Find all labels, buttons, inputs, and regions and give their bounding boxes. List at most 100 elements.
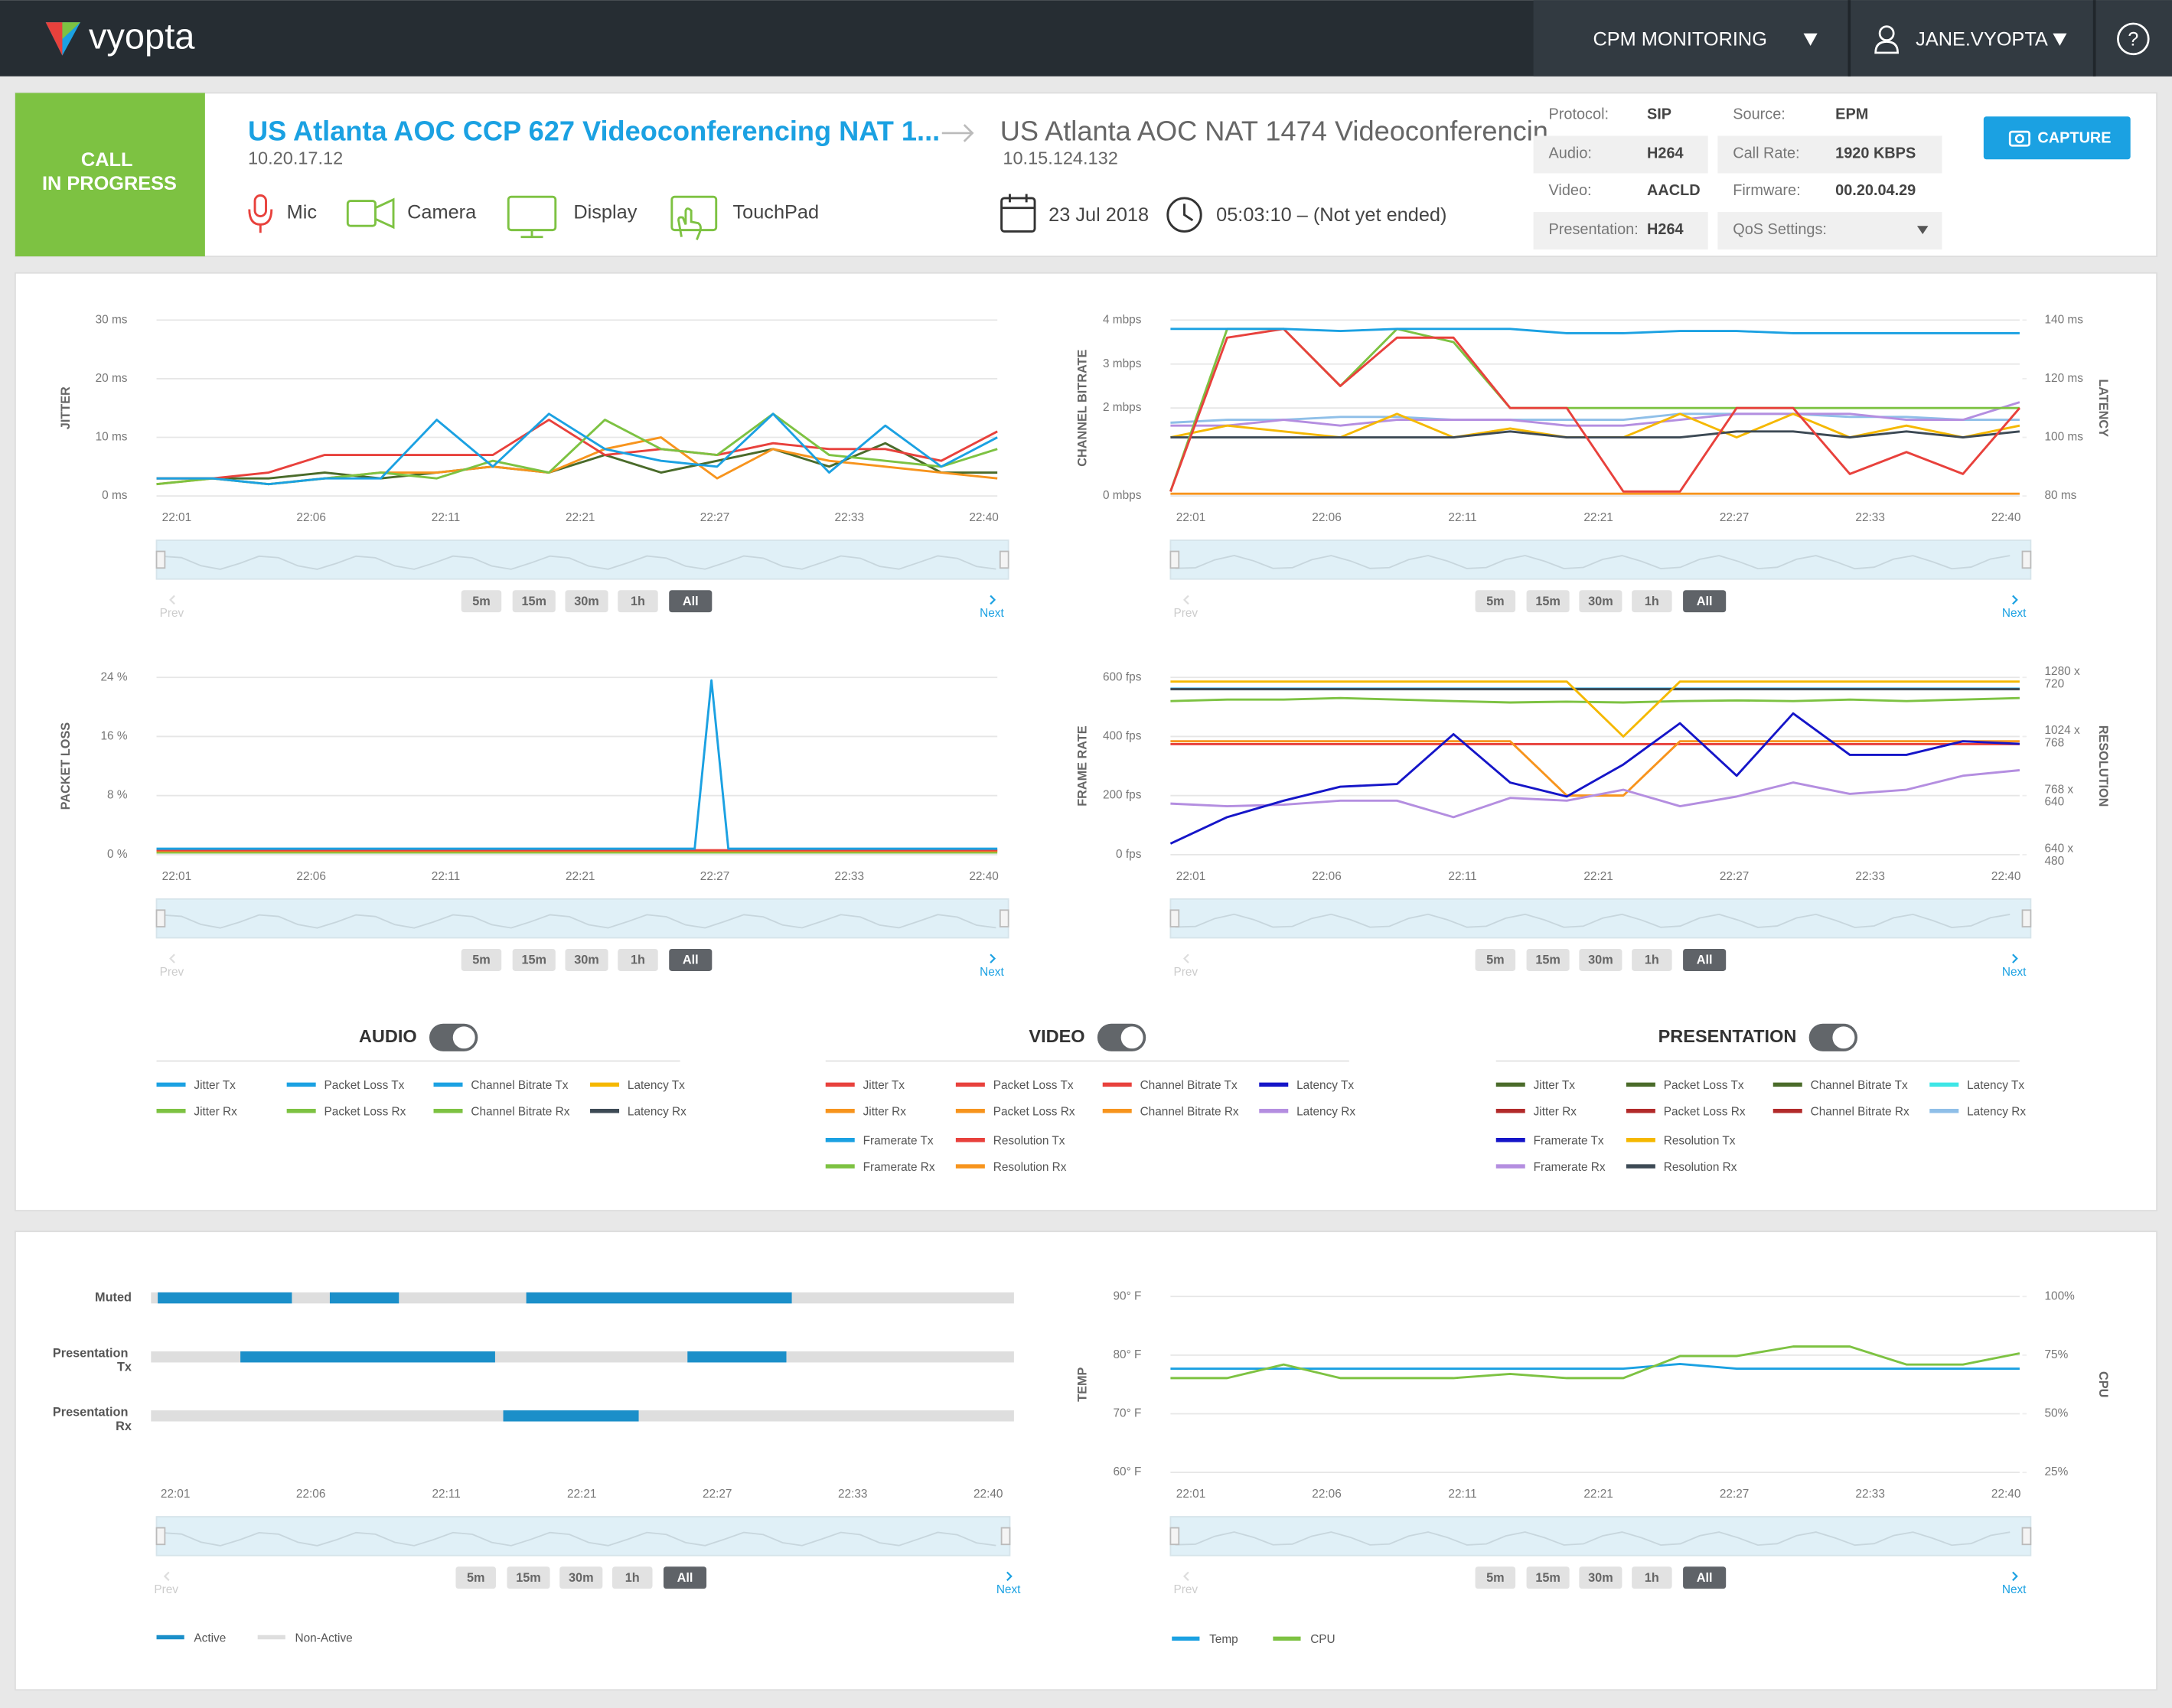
legend-label[interactable]: Channel Bitrate Tx xyxy=(471,1079,568,1092)
range-button-label[interactable]: All xyxy=(1697,953,1713,967)
range-button-label[interactable]: 15m xyxy=(1535,1571,1561,1585)
prev-link[interactable]: Prev xyxy=(160,966,184,979)
navigator-handle[interactable] xyxy=(1169,550,1180,569)
range-button[interactable] xyxy=(1475,590,1516,613)
range-button-label[interactable]: 15m xyxy=(521,595,546,608)
range-button[interactable] xyxy=(1526,590,1570,613)
next-link[interactable]: Next xyxy=(2002,966,2027,979)
navigator-handle[interactable] xyxy=(1169,1527,1180,1546)
help-icon[interactable] xyxy=(2117,22,2150,56)
range-button-label[interactable]: 1h xyxy=(631,953,645,967)
legend-label[interactable]: Channel Bitrate Tx xyxy=(1140,1079,1238,1092)
legend-label[interactable]: Resolution Tx xyxy=(1664,1135,1736,1148)
next-link[interactable]: Next xyxy=(980,966,1004,979)
prev-chevron[interactable] xyxy=(169,953,175,963)
range-button[interactable] xyxy=(669,948,713,971)
range-button-label[interactable]: 30m xyxy=(1588,953,1613,967)
range-button-label[interactable]: 30m xyxy=(574,595,599,608)
range-button-label[interactable]: 5m xyxy=(472,595,491,608)
prev-chevron[interactable] xyxy=(1182,953,1189,963)
range-button[interactable] xyxy=(618,948,658,971)
navigator[interactable] xyxy=(155,1516,1011,1556)
range-button-label[interactable]: All xyxy=(1697,595,1713,608)
legend-label[interactable]: Latency Tx xyxy=(628,1079,685,1092)
next-chevron[interactable] xyxy=(2012,1571,2018,1582)
navigator-handle[interactable] xyxy=(2021,550,2032,569)
prev-chevron[interactable] xyxy=(1182,595,1189,605)
legend-label[interactable]: Packet Loss Tx xyxy=(993,1079,1074,1092)
range-button[interactable] xyxy=(1475,1566,1516,1589)
next-chevron[interactable] xyxy=(990,595,996,605)
range-button-label[interactable]: 1h xyxy=(1645,1571,1659,1585)
prev-link[interactable]: Prev xyxy=(1174,966,1199,979)
range-button[interactable] xyxy=(1475,948,1516,971)
next-chevron[interactable] xyxy=(1006,1571,1013,1582)
range-button-label[interactable]: 15m xyxy=(1535,953,1561,967)
legend-label[interactable]: Channel Bitrate Rx xyxy=(471,1106,569,1119)
legend-label[interactable]: Resolution Rx xyxy=(1664,1161,1737,1174)
legend-label[interactable]: Channel Bitrate Rx xyxy=(1140,1106,1239,1119)
range-button-label[interactable]: All xyxy=(677,1571,693,1585)
range-button-label[interactable]: 1h xyxy=(1645,953,1659,967)
prev-chevron[interactable] xyxy=(1182,1571,1189,1582)
legend-label[interactable]: Channel Bitrate Rx xyxy=(1811,1106,1909,1119)
range-button-label[interactable]: 5m xyxy=(1486,953,1505,967)
next-link[interactable]: Next xyxy=(980,607,1004,620)
legend-label[interactable]: Packet Loss Tx xyxy=(324,1079,405,1092)
toggle-knob[interactable] xyxy=(452,1026,475,1049)
range-button[interactable] xyxy=(1579,590,1622,613)
range-button-label[interactable]: All xyxy=(683,595,699,608)
navigator-handle[interactable] xyxy=(1000,1527,1011,1546)
camera-icon[interactable] xyxy=(2008,130,2030,147)
range-button-label[interactable]: 5m xyxy=(1486,1571,1505,1585)
prev-link[interactable]: Prev xyxy=(154,1583,178,1596)
range-button-label[interactable]: 15m xyxy=(521,953,546,967)
range-button-label[interactable]: All xyxy=(1697,1571,1713,1585)
range-button[interactable] xyxy=(1526,948,1570,971)
prev-link[interactable]: Prev xyxy=(1174,1583,1199,1596)
legend-label[interactable]: Jitter Rx xyxy=(194,1106,237,1119)
navigator[interactable] xyxy=(155,898,1009,939)
legend-label[interactable]: Framerate Rx xyxy=(1534,1161,1606,1174)
range-button-label[interactable]: 30m xyxy=(574,953,599,967)
range-button-label[interactable]: 15m xyxy=(1535,595,1561,608)
range-button-label[interactable]: 5m xyxy=(467,1571,485,1585)
range-button[interactable] xyxy=(669,590,713,613)
capture-button[interactable] xyxy=(1983,116,2131,160)
range-button-label[interactable]: 1h xyxy=(631,595,645,608)
range-button[interactable] xyxy=(1632,948,1672,971)
legend-label[interactable]: Latency Rx xyxy=(1967,1106,2026,1119)
range-button[interactable] xyxy=(1579,1566,1622,1589)
navigator-handle[interactable] xyxy=(2021,909,2032,927)
range-button-label[interactable]: 30m xyxy=(1588,595,1613,608)
legend-label[interactable]: Channel Bitrate Tx xyxy=(1811,1079,1908,1092)
dropdown-arrow[interactable] xyxy=(1803,33,1818,46)
next-link[interactable]: Next xyxy=(2002,1583,2027,1596)
navigator-handle[interactable] xyxy=(155,550,166,569)
range-button[interactable] xyxy=(1683,948,1727,971)
navigator-handle[interactable] xyxy=(999,550,1009,569)
next-chevron[interactable] xyxy=(2012,595,2018,605)
prev-chevron[interactable] xyxy=(163,1571,170,1582)
prev-link[interactable]: Prev xyxy=(160,607,184,620)
range-button[interactable] xyxy=(618,590,658,613)
range-button[interactable] xyxy=(1683,590,1727,613)
legend-label[interactable]: Framerate Rx xyxy=(863,1161,935,1174)
range-button-label[interactable]: 30m xyxy=(569,1571,594,1585)
range-button-label[interactable]: All xyxy=(683,953,699,967)
range-button[interactable] xyxy=(1632,1566,1672,1589)
navigator-handle[interactable] xyxy=(2021,1527,2032,1546)
monitoring-menu[interactable]: CPM MONITORING xyxy=(1593,28,1766,50)
prev-link[interactable]: Prev xyxy=(1174,607,1199,620)
range-button-label[interactable]: 5m xyxy=(1486,595,1505,608)
range-button[interactable] xyxy=(565,590,608,613)
navigator-handle[interactable] xyxy=(155,909,166,927)
dropdown-arrow[interactable] xyxy=(1916,226,1929,235)
range-button[interactable] xyxy=(611,1566,653,1589)
capture-label[interactable]: CAPTURE xyxy=(2037,129,2111,146)
range-button[interactable] xyxy=(1683,1566,1727,1589)
navigator-handle[interactable] xyxy=(1169,909,1180,927)
legend-label[interactable]: Jitter Tx xyxy=(194,1079,236,1092)
range-button[interactable] xyxy=(461,590,502,613)
next-chevron[interactable] xyxy=(2012,953,2018,963)
